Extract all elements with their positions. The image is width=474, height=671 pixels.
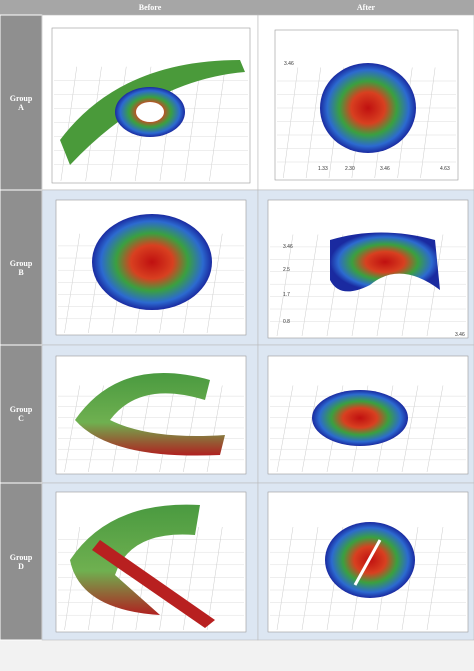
row-label: Group A (0, 15, 42, 190)
plot-grid (426, 526, 444, 631)
row-label: Group D (0, 483, 42, 640)
plot-grid (159, 526, 175, 631)
surface (136, 102, 164, 122)
plot-grid (159, 385, 175, 473)
plot-grid (276, 234, 294, 337)
plot-grid (401, 385, 419, 473)
plot-grid (64, 233, 80, 334)
surface (70, 504, 200, 615)
plot-grid (135, 385, 152, 473)
axis-tick-label: 2.30 (345, 166, 355, 172)
surface (330, 232, 440, 292)
row-label-cell (0, 482, 43, 641)
surface (320, 63, 416, 153)
plot-grid (420, 67, 436, 179)
axis-tick-label: 1.33 (318, 166, 328, 172)
axis-tick-label: 0.8 (283, 319, 290, 325)
surface (312, 390, 408, 446)
axis-tick-label: 2.5 (283, 267, 290, 273)
plot-grid (301, 526, 319, 631)
row-label: Group B (0, 190, 42, 345)
surface (92, 540, 215, 628)
plot-grid (276, 385, 294, 473)
surface (75, 373, 225, 456)
axis-tick-label: 3.46 (283, 244, 293, 250)
plot-grid (401, 526, 419, 631)
header-band (0, 0, 474, 15)
plot-grid (426, 385, 444, 473)
surface (92, 214, 212, 310)
plot-grid (184, 66, 201, 182)
plot-grid (301, 234, 319, 337)
axis-tick-label: 3.46 (455, 332, 465, 338)
surface (353, 539, 382, 586)
plot-grid (206, 385, 223, 473)
row-label-text: Group A (9, 93, 33, 112)
plot-grid (60, 66, 77, 182)
plot-grid (64, 385, 80, 473)
axis-tick-label: 4.63 (440, 166, 450, 172)
axis-tick-label: 3.46 (284, 61, 294, 67)
row-label: Group C (0, 345, 42, 483)
row-label-text: Group D (9, 552, 33, 571)
axis-tick-label: 3.46 (380, 166, 390, 172)
plot-grid (301, 385, 319, 473)
plot-grid (305, 67, 321, 179)
plot-grid (206, 233, 223, 334)
column-header: Before (138, 3, 162, 12)
row-label-text: Group B (9, 258, 33, 277)
plot-grid (206, 526, 223, 631)
row-label-text: Group C (9, 405, 33, 423)
plot-grid (209, 66, 226, 182)
plot-grid (276, 526, 294, 631)
row-label-cell (0, 189, 43, 346)
column-header: After (356, 3, 376, 12)
plot-grid (64, 526, 80, 631)
plot-grid (183, 385, 199, 473)
axis-tick-label: 1.7 (283, 292, 290, 298)
surface (60, 60, 245, 165)
plot-grid (282, 67, 299, 179)
